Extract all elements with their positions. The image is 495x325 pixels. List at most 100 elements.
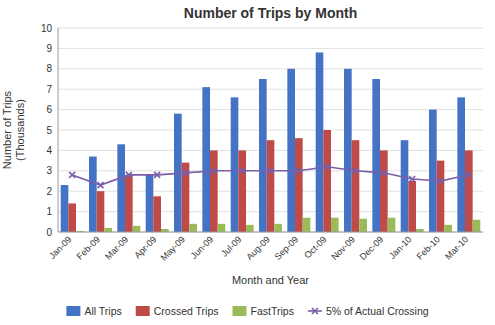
legend-label: All Trips	[84, 305, 121, 317]
bar	[331, 218, 339, 232]
grid-line	[58, 28, 483, 29]
legend-label: FastTrips	[251, 305, 294, 317]
line-marker	[69, 172, 75, 178]
bar	[359, 219, 367, 232]
legend-item: FastTrips	[233, 305, 294, 317]
bar	[401, 140, 409, 232]
bar	[125, 175, 133, 232]
bar	[380, 150, 388, 232]
bar	[153, 196, 161, 232]
y-tick-label: 3	[46, 165, 52, 176]
legend-swatch	[136, 306, 150, 316]
bar	[61, 185, 69, 232]
legend-label: 5% of Actual Crossing	[326, 305, 429, 317]
bar	[267, 140, 275, 232]
line-marker	[126, 172, 132, 178]
grid-line	[58, 109, 483, 110]
grid	[58, 28, 483, 232]
y-axis-line	[58, 28, 59, 232]
line-marker	[154, 172, 160, 178]
bar	[274, 224, 282, 232]
line-marker	[381, 170, 387, 176]
y-tick-label: 10	[41, 23, 53, 34]
y-tick-label: 5	[46, 125, 52, 136]
grid-line	[58, 232, 483, 233]
line-marker	[409, 176, 415, 182]
line-marker	[296, 168, 302, 174]
bar	[388, 218, 396, 232]
y-tick-label: 9	[46, 43, 52, 54]
line	[72, 167, 469, 185]
legend-label: Crossed Trips	[154, 305, 219, 317]
line-marker	[438, 178, 444, 184]
y-axis-label: Number of Trips(Thousands)	[1, 90, 26, 169]
line-marker	[183, 170, 189, 176]
legend-swatch	[66, 306, 80, 316]
y-axis-label-line: (Thousands)	[14, 99, 26, 161]
line-marker	[268, 168, 274, 174]
bar	[429, 110, 437, 232]
line-marker	[98, 182, 104, 188]
grid-line	[58, 130, 483, 131]
bar	[133, 226, 141, 232]
x-tick-label: Oct-09	[302, 234, 328, 260]
y-tick-label: 7	[46, 84, 52, 95]
bar	[465, 150, 473, 232]
bar	[473, 220, 481, 232]
bar	[444, 225, 452, 232]
y-axis-label-line: Number of Trips	[1, 90, 13, 169]
x-tick-label: Jan-10	[387, 234, 414, 261]
x-tick-label: Mar-10	[443, 234, 470, 261]
bar	[231, 97, 239, 232]
title: Number of Trips by Month	[184, 5, 357, 21]
x-tick-label: Dec-09	[358, 234, 386, 262]
legend-swatch-marker	[312, 308, 318, 314]
bar	[246, 225, 254, 232]
bar	[259, 79, 267, 232]
x-tick-label: Aug-09	[244, 234, 272, 262]
chart: Number of Trips by Month012345678910Jan-…	[0, 0, 495, 325]
bar	[104, 228, 112, 232]
y-tick-label: 6	[46, 104, 52, 115]
bar	[89, 157, 97, 232]
legend-swatch	[233, 306, 247, 316]
grid-line	[58, 89, 483, 90]
x-tick-label: Nov-09	[329, 234, 357, 262]
grid-line	[58, 48, 483, 49]
x-tick-label: Mar-09	[103, 234, 130, 261]
bar	[287, 69, 295, 232]
x-tick-label: Jun-09	[189, 234, 216, 261]
y-tick-label: 2	[46, 186, 52, 197]
x-tick-label: Feb-09	[75, 234, 102, 261]
grid-line	[58, 68, 483, 69]
legend: All Trips Crossed Trips FastTrips 5% of Act…	[66, 305, 428, 317]
x-tick-label: Feb-10	[415, 234, 442, 261]
bar	[372, 79, 380, 232]
legend-item: All Trips	[66, 305, 121, 317]
bar	[352, 140, 360, 232]
line-marker	[466, 172, 472, 178]
y-tick-label: 4	[46, 145, 52, 156]
plot-data	[61, 52, 481, 232]
y-tick-label: 8	[46, 63, 52, 74]
bar	[202, 87, 210, 232]
bar	[189, 224, 197, 232]
bar	[457, 97, 465, 232]
line-marker	[239, 168, 245, 174]
legend-item: 5% of Actual Crossing	[308, 305, 429, 317]
y-tick-label: 0	[46, 227, 52, 238]
bar	[316, 52, 324, 232]
bar	[408, 181, 416, 232]
x-tick-label: Jan-09	[47, 234, 74, 261]
bar	[146, 175, 154, 232]
bar	[323, 130, 331, 232]
x-axis-line	[58, 232, 483, 233]
bar	[97, 191, 105, 232]
bar	[303, 218, 311, 232]
bar	[218, 224, 226, 232]
x-tick-label: Apr-09	[132, 234, 158, 260]
bar	[68, 203, 76, 232]
bar	[344, 69, 352, 232]
bar	[210, 150, 218, 232]
line-marker	[324, 164, 330, 170]
